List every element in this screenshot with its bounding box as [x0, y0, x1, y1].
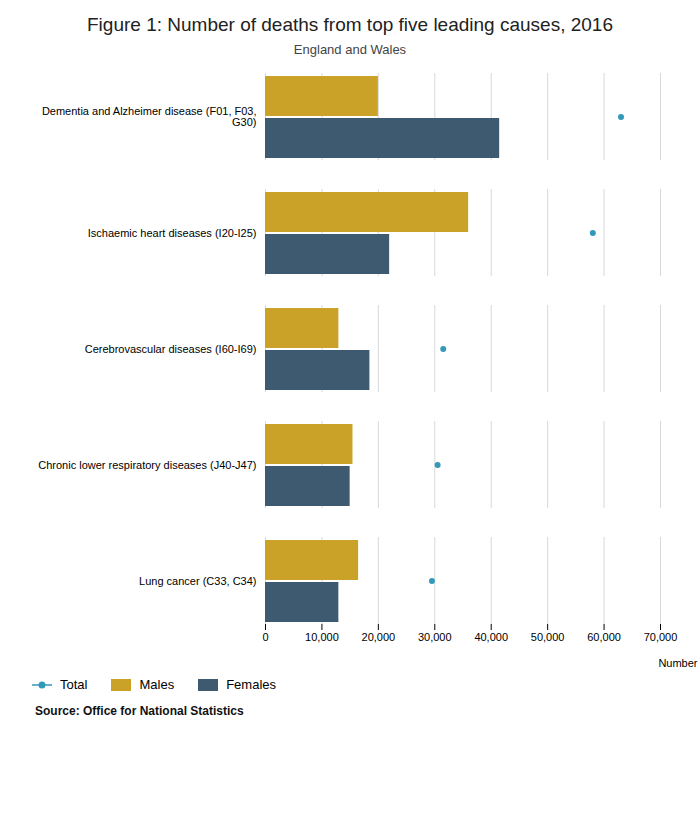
svg-text:Dementia and Alzheimer disease: Dementia and Alzheimer disease (F01, F03…	[42, 105, 257, 128]
html-text:Total: Total	[60, 677, 88, 692]
svg-text:20,000: 20,000	[362, 631, 396, 643]
svg-text:10,000: 10,000	[305, 631, 339, 643]
svg-text:60,000: 60,000	[587, 631, 621, 643]
svg-text:70,000: 70,000	[644, 631, 678, 643]
svg-text:40,000: 40,000	[474, 631, 508, 643]
html-text:Figure 1: Number of deaths fro: Figure 1: Number of deaths from top five…	[87, 14, 613, 35]
svg-text:Chronic lower respiratory dise: Chronic lower respiratory diseases (J40-…	[38, 459, 256, 471]
svg-text:Lung cancer (C33, C34): Lung cancer (C33, C34)	[139, 575, 256, 587]
html-text:Females: Females	[226, 677, 276, 692]
svg-text:Number: Number	[658, 657, 697, 669]
html-text:Source: Office for National St: Source: Office for National Statistics	[35, 704, 244, 718]
svg-text:30,000: 30,000	[418, 631, 452, 643]
html-text:Males: Males	[139, 677, 175, 692]
svg-text:Cerebrovascular diseases (I60-: Cerebrovascular diseases (I60-I69)	[85, 343, 257, 355]
html-text:England and Wales: England and Wales	[293, 42, 407, 57]
svg-text:50,000: 50,000	[531, 631, 565, 643]
svg-text:Ischaemic heart diseases (I20-: Ischaemic heart diseases (I20-I25)	[88, 227, 257, 239]
svg-text:0: 0	[262, 631, 268, 643]
